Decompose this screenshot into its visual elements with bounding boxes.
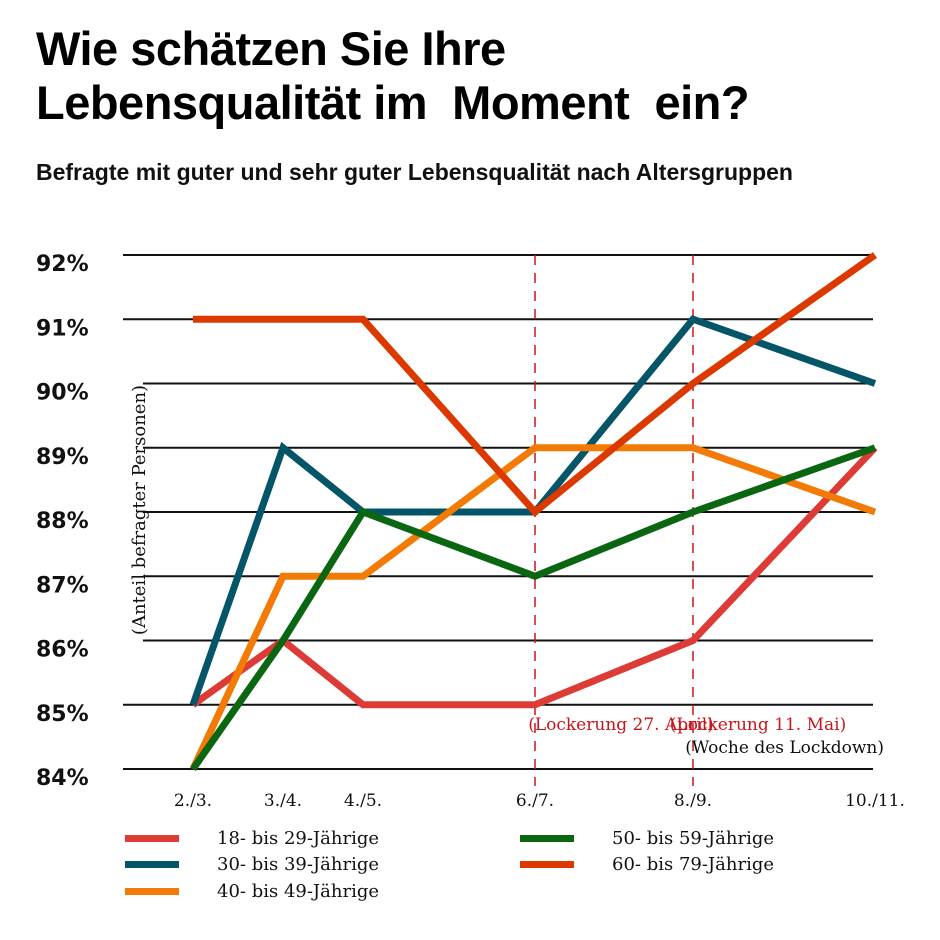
y-tick-label: 92% <box>36 252 89 277</box>
legend-swatch <box>125 835 179 842</box>
x-tick-label: 8./9. <box>674 791 712 811</box>
y-axis-ticks: 92% 91% 90% 89% 88% 87% 86% 85% 84% <box>36 252 89 791</box>
x-tick-label: 3./4. <box>264 791 302 811</box>
legend-swatch <box>125 861 179 868</box>
y-axis-label: (Anteil befragter Personen) <box>129 385 150 635</box>
x-tick-label: 4./5. <box>344 791 382 811</box>
x-axis-ticks: 2./3. 3./4. 4./5. 6./7. 8./9. 10./11. <box>174 791 905 811</box>
legend-swatch <box>125 888 179 895</box>
series-lines <box>189 252 878 772</box>
series-line <box>190 445 878 709</box>
event-annotation: (Lockerung 27. April) <box>528 715 714 735</box>
legend-item: 40- bis 49-Jährige <box>125 881 379 902</box>
series-line <box>190 444 877 772</box>
legend-label: 60- bis 79-Jährige <box>612 854 775 875</box>
y-tick-label: 84% <box>36 766 89 791</box>
y-tick-label: 87% <box>36 573 89 598</box>
legend-label: 50- bis 59-Jährige <box>612 828 775 849</box>
legend-swatch <box>520 861 574 868</box>
legend-label: 30- bis 39-Jährige <box>217 854 380 875</box>
x-tick-label: 2./3. <box>174 791 212 811</box>
y-tick-label: 86% <box>36 638 89 663</box>
y-tick-label: 90% <box>36 381 89 406</box>
legend-swatch <box>520 835 574 842</box>
annotations: (Lockerung 27. April)(Lockerung 11. Mai) <box>528 715 846 735</box>
legend-label: 40- bis 49-Jährige <box>217 881 380 902</box>
legend-item: 50- bis 59-Jährige <box>520 828 774 849</box>
x-axis-label: (Woche des Lockdown) <box>685 738 884 758</box>
x-tick-label: 10./11. <box>845 791 905 811</box>
y-tick-label: 88% <box>36 509 89 534</box>
y-tick-label: 85% <box>36 702 89 727</box>
legend-item: 30- bis 39-Jährige <box>125 854 379 875</box>
y-tick-label: 91% <box>36 316 89 341</box>
series-line <box>193 252 878 517</box>
legend-item: 60- bis 79-Jährige <box>520 854 774 875</box>
x-tick-label: 6./7. <box>516 791 554 811</box>
event-annotation: (Lockerung 11. Mai) <box>670 715 846 735</box>
legend-item: 18- bis 29-Jährige <box>125 828 379 849</box>
chart-title: Wie schätzen Sie Ihre Lebensqualität im … <box>36 22 750 129</box>
legend-label: 18- bis 29-Jährige <box>217 828 380 849</box>
y-tick-label: 89% <box>36 445 89 470</box>
chart-subtitle: Befragte mit guter und sehr guter Lebens… <box>36 159 793 185</box>
gridlines <box>123 254 873 770</box>
series-line <box>189 444 877 771</box>
